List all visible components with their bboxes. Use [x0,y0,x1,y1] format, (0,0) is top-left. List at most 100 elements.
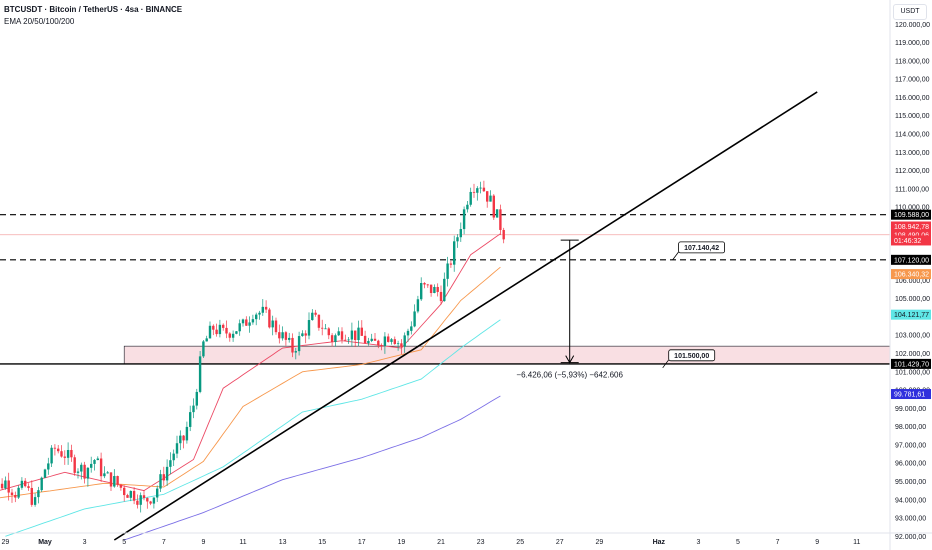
y-tick-label: 119.000,00 [895,40,930,47]
x-tick-label: May [38,539,52,546]
y-tick-label: 101.000,00 [895,369,930,376]
candle-body [106,472,109,474]
candle-body [330,335,334,342]
x-tick-label: Haz [653,539,666,546]
price-tag [891,358,931,369]
candle-body [255,314,258,320]
candle-body [311,312,314,321]
candle-body [433,286,436,294]
candle-body [202,341,205,357]
y-tick-label: 113.000,00 [895,150,930,157]
y-tick-label: 99.000,00 [895,406,926,413]
candle-body [30,487,33,505]
chart-legend: BTCUSDT · Bitcoin / TetherUS · 4sa · BIN… [4,4,182,28]
candle-body [390,339,393,342]
y-tick-label: 102.000,00 [895,351,930,358]
candle-body [416,299,420,312]
candle-body [179,435,182,444]
x-tick-label: 15 [318,539,326,546]
callout-label: 107.140,42 [684,245,719,252]
candle-body [492,195,495,218]
currency-button[interactable]: USDT [893,4,927,20]
candle-body [80,464,83,472]
candle-body [17,487,20,498]
candle-body [90,463,93,468]
candle-body [436,286,439,292]
candle-body [208,325,212,339]
candle-body [466,204,469,210]
ema-line [0,233,501,492]
candle-body [304,333,307,336]
candle-body [459,229,462,238]
candle-body [198,356,202,392]
candle-body [354,330,357,341]
candle-body [334,335,337,342]
support-zone [123,345,891,365]
candle-body [317,314,321,328]
candle-body [396,343,400,345]
candle-body [367,340,370,344]
callout-box[interactable] [668,349,716,362]
candle-body [281,332,284,339]
candle-body [377,340,380,346]
candle-body [327,328,330,336]
callout-box[interactable] [678,241,725,254]
candle-body [439,291,443,302]
price-tag [891,389,931,400]
indicator-title: EMA 20/50/100/200 [4,17,75,26]
candle-body [370,338,373,341]
price-tag [891,309,931,320]
ema-line [0,266,501,499]
candle-body [423,283,426,285]
candle-body [479,187,482,189]
price-tag-label: 106.340,32 [894,272,929,279]
candle-body [456,237,459,242]
candle-body [14,495,17,498]
candle-body [50,447,53,464]
y-tick-label: 114.000,00 [895,132,930,139]
y-tick-label: 115.000,00 [895,113,930,120]
candle-body [93,460,96,464]
candle-body [27,486,30,488]
candle-body [264,306,268,310]
candle-body [347,339,350,341]
y-tick-label: 93.000,00 [895,516,926,523]
candle-body [129,491,132,498]
x-tick-label: 23 [477,539,485,546]
candle-body [192,405,195,413]
candle-body [24,480,27,487]
measure-arrow-icon [565,355,575,364]
candle-body [152,497,156,504]
candle-body [462,209,466,230]
candle-body [175,443,179,454]
candle-body [387,336,390,342]
candle-body [274,320,278,333]
candle-body [185,426,189,441]
candle-body [357,327,360,341]
candle-body [123,487,126,496]
candle-body [350,330,354,340]
candle-body [189,412,192,427]
candle-body [169,460,172,467]
candle-body [225,327,228,334]
candle-body [10,492,14,496]
candle-body [324,328,327,330]
candle-body [99,458,103,477]
candle-body [344,339,347,341]
trendline[interactable] [113,91,818,541]
price-tag [891,209,931,220]
candle-body [258,312,261,315]
candle-body [499,209,502,230]
x-tick-label: 11 [853,539,860,546]
candle-body [486,191,489,202]
x-tick-label: 29 [596,539,604,546]
candle-body [482,187,486,192]
x-tick-label: 9 [201,539,205,546]
ema-line [5,319,501,537]
candle-body [165,466,169,481]
candle-body [195,391,198,406]
symbol-title: BTCUSDT · Bitcoin / TetherUS · 4sa · BIN… [4,5,183,14]
price-tag [891,221,931,232]
candle-body [363,335,367,344]
